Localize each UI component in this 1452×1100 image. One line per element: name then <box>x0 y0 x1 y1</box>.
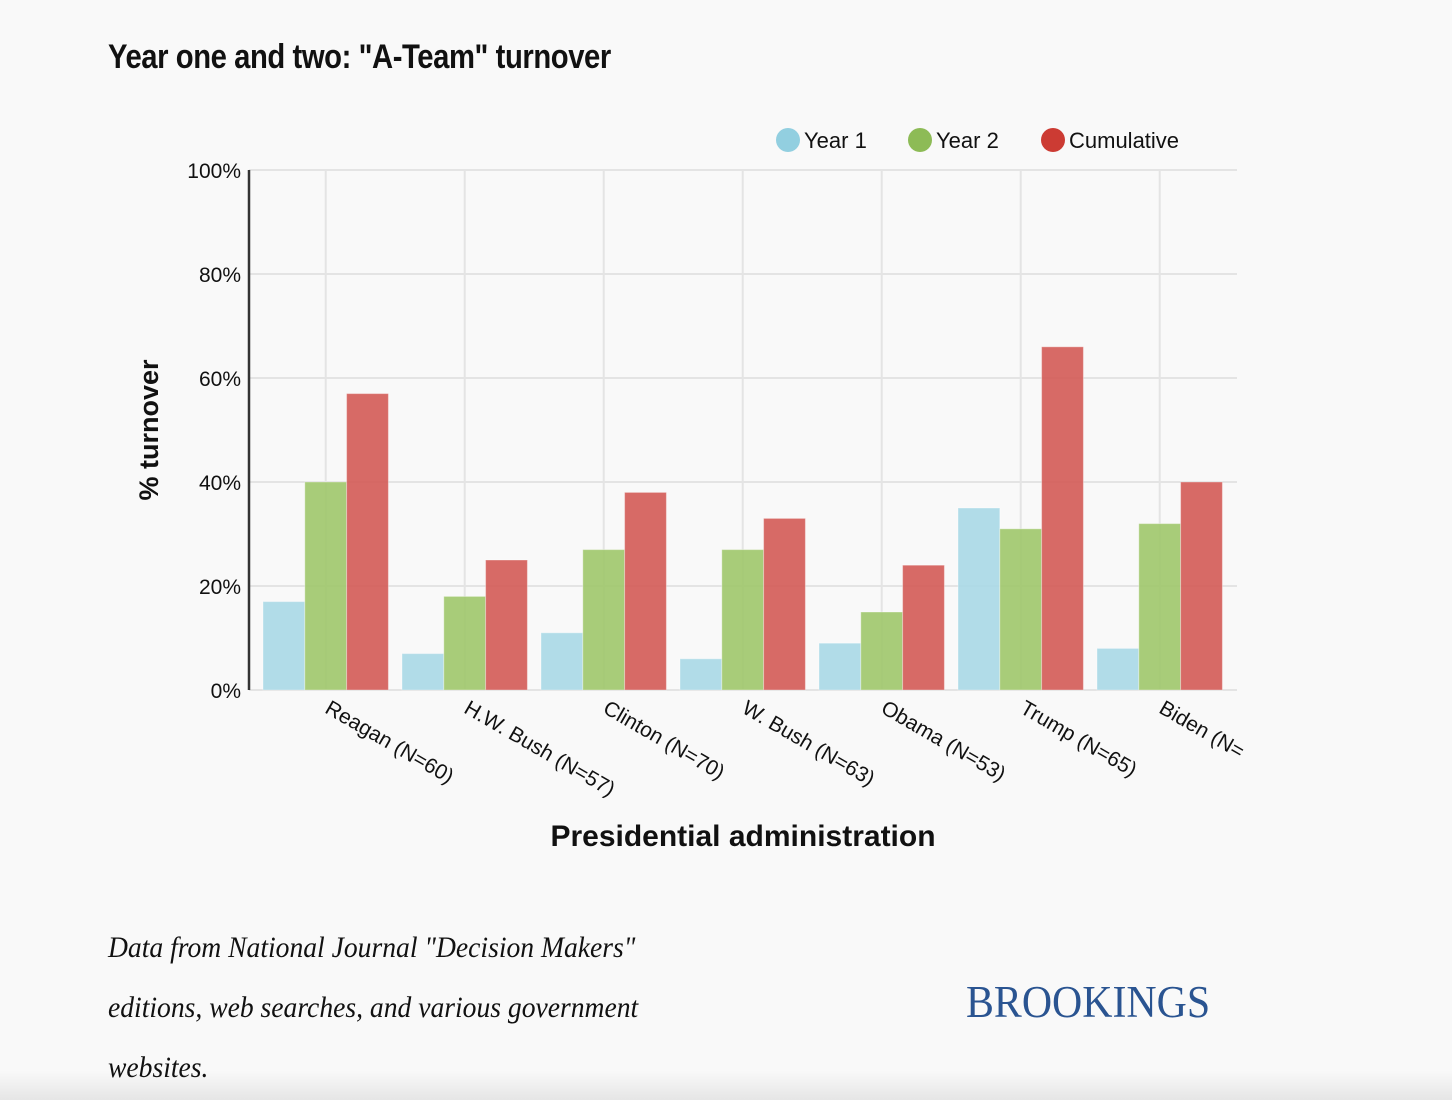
bar-year-2[interactable] <box>443 595 487 691</box>
x-tick-label: W. Bush (N=63) <box>738 696 878 790</box>
y-axis-label: % turnover <box>134 359 164 501</box>
bar-year-1[interactable] <box>818 642 862 691</box>
bar-year-2[interactable] <box>860 611 904 691</box>
bar-year-1[interactable] <box>957 507 1001 691</box>
bar-chart: 0% 20% 40% 60% 80% 100% Reagan (N=60) H.W. Bus… <box>134 128 1248 853</box>
legend: Year 1 Year 2 Cumulative <box>776 128 1179 153</box>
bar-year-1[interactable] <box>679 658 723 691</box>
bar-year-1[interactable] <box>1096 647 1140 691</box>
bar-cumulative[interactable] <box>1041 346 1084 691</box>
x-tick-label: H.W. Bush (N=57) <box>460 696 619 801</box>
x-tick-labels: Reagan (N=60) H.W. Bush (N=57)Clinton (N=… <box>321 696 1248 801</box>
chart-title: Year one and two: "A-Team" turnover <box>108 38 611 76</box>
bar-year-1[interactable] <box>401 653 445 691</box>
bar-cumulative[interactable] <box>485 559 528 691</box>
y-tick-label: 60% <box>199 368 241 391</box>
y-tick-label: 0% <box>211 680 241 703</box>
x-axis-label: Presidential administration <box>550 820 935 853</box>
y-tick-label: 80% <box>199 264 241 287</box>
source-note: Data from National Journal "Decision Mak… <box>108 918 734 1098</box>
legend-label: Year 1 <box>804 128 867 153</box>
brookings-logo: BROOKINGS <box>966 977 1211 1027</box>
bar-year-2[interactable] <box>1138 523 1182 691</box>
source-line-2: editions, web searches, and various gove… <box>108 991 639 1024</box>
y-tick-labels: 0% 20% 40% 60% 80% 100% <box>187 160 241 703</box>
legend-swatch-icon <box>776 128 800 152</box>
y-tick-label: 20% <box>199 576 241 599</box>
bar-year-2[interactable] <box>582 549 626 691</box>
bar-cumulative[interactable] <box>763 517 806 691</box>
legend-item[interactable]: Year 1 <box>776 128 867 153</box>
legend-label: Year 2 <box>936 128 999 153</box>
bar-year-2[interactable] <box>721 549 765 691</box>
source-line-1: Data from National Journal "Decision Mak… <box>108 931 636 964</box>
legend-item[interactable]: Year 2 <box>908 128 999 153</box>
y-tick-label: 40% <box>199 472 241 495</box>
bar-year-2[interactable] <box>304 481 348 691</box>
bar-cumulative[interactable] <box>902 564 945 691</box>
bar-cumulative[interactable] <box>346 393 389 691</box>
bar-year-1[interactable] <box>262 601 306 691</box>
bars <box>262 346 1223 691</box>
x-tick-label: Obama (N=53) <box>877 696 1009 786</box>
x-tick-label: Trump (N=65) <box>1016 696 1141 781</box>
legend-label: Cumulative <box>1069 128 1179 153</box>
legend-swatch-icon <box>1041 128 1065 152</box>
legend-item[interactable]: Cumulative <box>1041 128 1179 153</box>
y-tick-label: 100% <box>187 160 241 183</box>
legend-swatch-icon <box>908 128 932 152</box>
x-tick-label: Biden (N= <box>1155 696 1248 763</box>
bottom-shadow <box>0 1070 1452 1100</box>
x-tick-label: Clinton (N=70) <box>599 696 728 784</box>
x-tick-label: Reagan (N=60) <box>321 696 457 788</box>
source-line-3: websites. <box>108 1051 209 1084</box>
bar-cumulative[interactable] <box>624 491 667 691</box>
bar-cumulative[interactable] <box>1180 481 1223 691</box>
bar-year-1[interactable] <box>540 632 584 691</box>
bar-year-2[interactable] <box>999 528 1043 691</box>
